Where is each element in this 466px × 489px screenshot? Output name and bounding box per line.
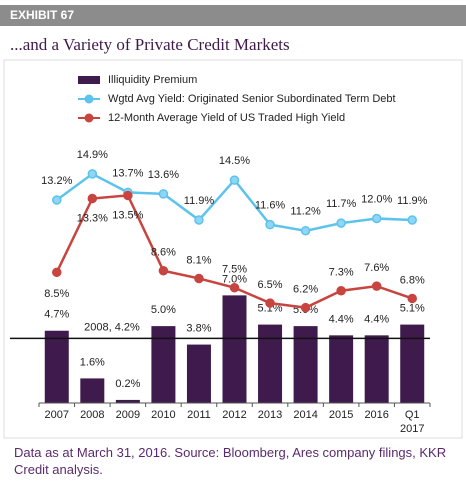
bar [80,378,105,403]
x-tick-label: Q1 2017 [400,409,424,435]
x-tick-label: 2007 [45,409,69,421]
header-banner [0,5,466,26]
bar [364,335,389,403]
line-marker [194,215,204,225]
exhibit-label: EXHIBIT 67 [10,8,74,22]
x-tick-label: 2013 [258,409,282,421]
chart: EXHIBIT 67 ...and a Variety of Private C… [0,5,466,439]
point-label: 6.5% [258,279,283,291]
chart-title: ...and a Variety of Private Credit Marke… [10,35,290,54]
point-label: 6.8% [400,274,425,286]
legend-swatch [78,76,100,84]
line-marker [407,215,417,225]
line-marker [229,282,240,293]
legend-label: 12-Month Average Yield of US Traded High… [108,112,345,124]
bar-label: 4.4% [329,313,354,325]
point-label: 11.7% [326,198,357,210]
bar [293,326,318,403]
line-marker [158,189,169,199]
point-label: 7.5% [222,264,247,276]
bar-label: 7.0% [222,273,247,285]
line-marker [265,219,275,230]
line-marker [52,267,62,278]
bar [222,295,247,403]
legend-label: Wgtd Avg Yield: Originated Senior Subord… [108,93,396,105]
bar [329,335,354,403]
line-marker [123,190,133,201]
x-tick-label: 2015 [329,409,353,421]
point-label: 13.3% [77,212,108,224]
reference-label: 2008, 4.2% [84,321,140,333]
bar-label: 3.8% [186,322,211,334]
legend-swatch [84,113,94,123]
point-label: 13.7% [112,167,143,179]
line-marker [336,286,346,296]
point-label: 11.9% [397,195,428,207]
x-tick-label: 2016 [364,409,388,421]
legend-swatch [84,94,94,104]
point-label: 14.9% [77,149,108,161]
x-tick-label: 2012 [222,409,246,421]
line-marker [158,266,169,276]
bar [151,326,176,403]
x-tick-label: 2009 [116,409,140,421]
x-tick-label: 2014 [293,409,317,421]
point-label: 8.6% [151,247,176,259]
bar [400,324,425,403]
bar-label: 5.1% [400,302,425,314]
x-tick-label: 2011 [187,409,211,421]
line-marker [265,298,275,308]
x-tick-label: 2010 [151,409,175,421]
line-marker [229,175,240,185]
point-label: 11.6% [255,200,286,212]
bar-label: 4.7% [44,309,69,321]
line-marker [300,302,311,313]
x-tick-label: 2008 [80,409,104,421]
point-label: 11.9% [184,195,215,207]
bar-label: 5.1% [258,302,283,314]
bar [44,330,69,403]
point-label: 13.5% [112,209,143,221]
bar-label: 1.6% [80,356,105,368]
line-marker [336,218,346,228]
bar [258,324,283,403]
line-marker [371,281,382,291]
point-label: 14.5% [219,155,250,167]
line-marker [371,213,382,224]
bar-label: 4.4% [364,313,389,325]
point-label: 8.1% [186,254,211,266]
point-label: 8.5% [44,288,69,300]
bar [115,399,140,403]
line-marker [87,193,98,204]
chart-frame [3,59,463,439]
bar-label: 5.0% [151,304,176,316]
point-label: 11.2% [290,206,321,218]
line-marker [87,169,98,179]
bar [186,344,211,403]
line-marker [300,226,311,236]
point-label: 6.2% [293,284,318,296]
point-label: 13.2% [41,175,72,187]
bar-label: 0.2% [115,378,140,390]
point-label: 7.3% [329,267,354,279]
point-label: 12.0% [361,193,392,205]
line-marker [407,293,417,304]
line-marker [194,273,204,284]
point-label: 7.6% [364,262,389,274]
legend-label: Illiquidity Premium [108,74,197,86]
source-note: Data as at March 31, 2016. Source: Bloom… [14,445,447,477]
point-label: 13.6% [148,169,179,181]
line-marker [52,195,62,205]
